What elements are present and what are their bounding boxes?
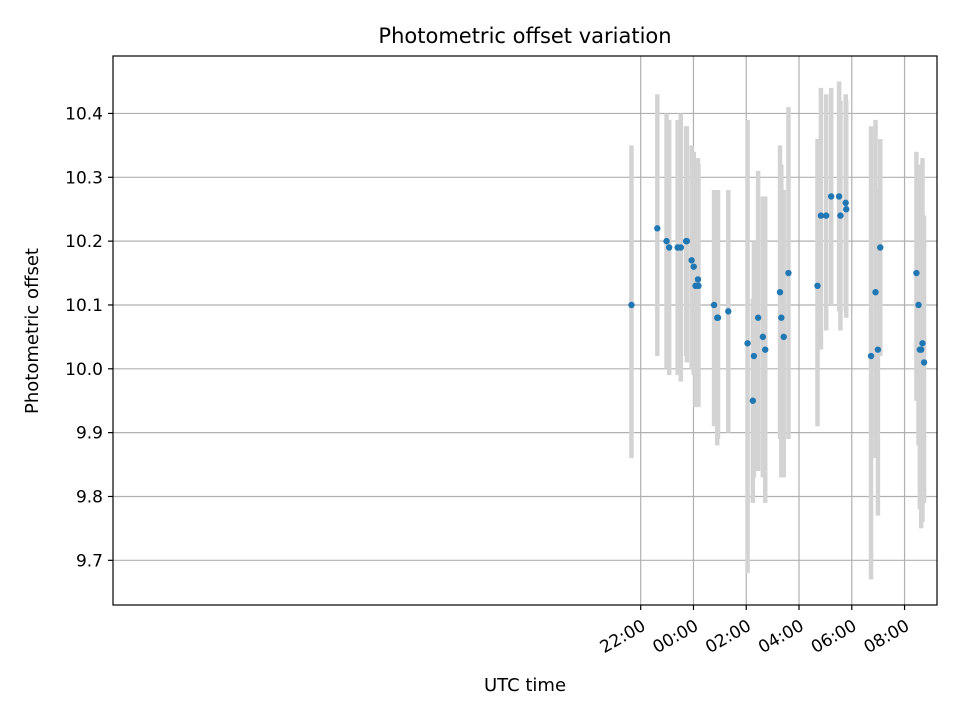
data-point [695,282,702,290]
data-point [814,282,821,290]
data-points [628,193,928,404]
data-point [688,257,695,264]
data-point [842,199,849,207]
y-tick-label: 9.8 [76,487,103,507]
data-point [817,212,825,219]
y-tick-label: 10.1 [65,296,103,316]
plot-area-frame [112,55,938,606]
y-tick-label: 9.9 [76,424,103,444]
data-point [837,212,844,219]
y-tick-label: 10.0 [65,360,103,380]
data-point [725,308,732,315]
data-point [785,269,792,277]
y-tick-label: 10.4 [65,104,103,124]
data-point [780,333,787,341]
data-point [714,314,722,321]
data-point [778,314,785,321]
data-point [628,301,635,309]
errorbars [629,81,927,580]
data-point [872,288,879,296]
data-point [913,269,920,277]
x-tick-label: 06:00 [808,616,860,658]
y-tick-label: 9.7 [76,551,103,571]
data-point [749,397,757,404]
data-point [843,206,850,213]
data-point [754,314,762,321]
data-point [919,340,926,347]
data-point [877,244,884,251]
data-point [663,237,670,245]
data-point [710,301,718,309]
data-point [694,276,702,283]
data-point [827,193,835,200]
data-point [665,244,673,251]
data-point [750,352,758,360]
y-tick-label: 10.2 [65,232,103,252]
data-point [920,359,928,366]
chart-title: Photometric offset variation [378,24,671,48]
x-axis-ticks: 22:00 00:00 02:00 04:00 06:00 08:00 [597,605,913,658]
data-point [744,340,751,347]
x-tick-label: 04:00 [755,616,807,658]
data-point [654,225,661,232]
x-tick-label: 02:00 [702,616,754,658]
data-point [867,352,875,360]
x-tick-label: 00:00 [650,616,702,658]
data-point [762,346,769,353]
y-axis-label: Photometric offset [22,248,43,414]
data-point [874,346,882,353]
data-point [776,288,784,296]
x-axis-label: UTC time [484,675,566,696]
data-point [822,212,830,219]
data-point [835,193,843,200]
y-axis-ticks: 9.7 9.8 9.9 10.0 10.1 10.2 10.3 10.4 [65,104,113,571]
data-point [759,333,767,341]
data-point [677,244,685,251]
x-tick-label: 08:00 [861,616,913,658]
data-point [917,346,925,353]
x-tick-label: 22:00 [597,616,649,658]
data-point [690,263,697,270]
y-tick-label: 10.3 [65,168,103,188]
data-point [683,237,691,245]
data-point [915,301,922,309]
grid [113,56,937,605]
